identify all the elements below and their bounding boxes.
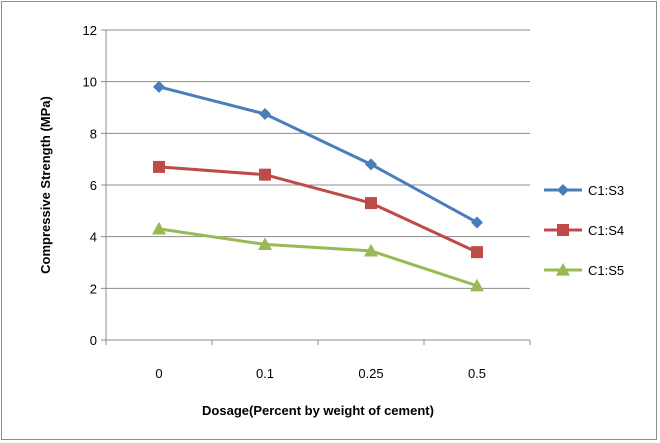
y-tick-label: 4 [90, 230, 97, 245]
x-tick-labels: 0 0.1 0.25 0.5 [155, 366, 486, 381]
legend-label: C1:S5 [588, 263, 624, 278]
data-point [153, 80, 165, 93]
y-axis-title: Compressive Strength (MPa) [38, 96, 53, 274]
legend-swatch-marker [557, 224, 569, 236]
data-point [258, 237, 272, 251]
y-tick-label: 8 [90, 126, 97, 141]
legend-swatch-marker [557, 184, 569, 196]
y-tick-labels: 0 2 4 6 8 10 12 [83, 23, 97, 348]
legend-swatch-marker [556, 263, 570, 276]
x-tick-label: 0.5 [468, 366, 486, 381]
series-c1-s4 [153, 160, 483, 259]
legend: C1:S3 C1:S4 C1:S5 [544, 183, 624, 278]
data-point [259, 168, 271, 181]
legend-entry: C1:S3 [544, 183, 624, 198]
x-tick-label: 0 [155, 366, 162, 381]
data-point [471, 216, 483, 229]
series-line [158, 85, 478, 224]
y-tick-label: 6 [90, 178, 97, 193]
x-axis-title: Dosage(Percent by weight of cement) [202, 403, 434, 418]
legend-entry: C1:S5 [544, 263, 624, 278]
y-tick-label: 2 [90, 281, 97, 296]
legend-entry: C1:S4 [544, 223, 624, 238]
data-point [153, 160, 165, 173]
series-line [158, 227, 478, 288]
data-point [259, 107, 271, 120]
data-point [365, 197, 377, 210]
gridlines [106, 29, 530, 289]
data-point [470, 278, 484, 292]
series-line [158, 165, 478, 254]
y-tick-label: 12 [83, 23, 97, 38]
y-tick-label: 0 [90, 333, 97, 348]
y-tick-label: 10 [83, 75, 97, 90]
data-point [152, 221, 166, 235]
series-c1-s3 [153, 80, 483, 229]
series-c1-s5 [152, 221, 484, 292]
data-series [152, 80, 484, 292]
data-point [471, 246, 483, 259]
axes [101, 29, 531, 345]
x-tick-label: 0.25 [358, 366, 383, 381]
x-tick-label: 0.1 [256, 366, 274, 381]
data-point [365, 158, 377, 171]
legend-label: C1:S3 [588, 183, 624, 198]
legend-label: C1:S4 [588, 223, 624, 238]
data-point [364, 243, 378, 257]
